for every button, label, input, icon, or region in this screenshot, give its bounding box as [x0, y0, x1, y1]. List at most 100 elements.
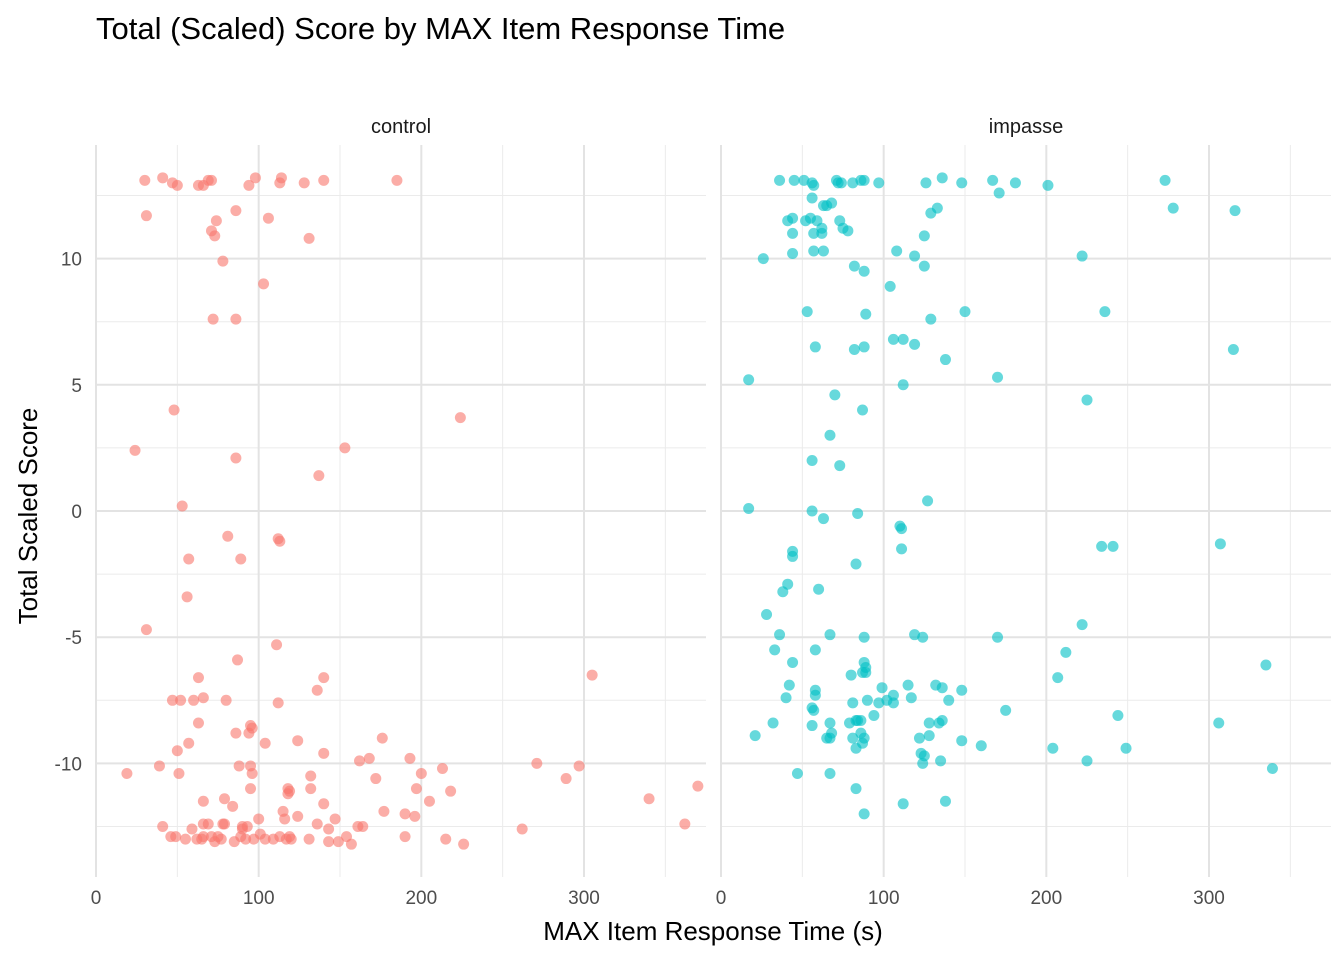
data-point	[956, 177, 968, 189]
data-point	[129, 444, 141, 456]
data-point	[168, 404, 180, 416]
data-point	[192, 672, 204, 684]
data-point	[896, 543, 908, 555]
data-point	[181, 591, 193, 603]
data-point	[887, 689, 899, 701]
data-point	[210, 215, 222, 227]
data-point	[586, 669, 598, 681]
data-point	[376, 732, 388, 744]
data-point	[824, 768, 836, 780]
x-tick-label: 300	[1193, 888, 1225, 909]
data-point	[935, 755, 947, 767]
data-point	[1076, 250, 1088, 262]
data-point	[173, 768, 185, 780]
data-point	[887, 333, 899, 345]
data-point	[808, 704, 820, 716]
data-point	[780, 692, 792, 704]
data-point	[209, 230, 221, 242]
data-point	[305, 770, 317, 782]
data-point	[774, 174, 786, 186]
data-point	[279, 813, 291, 825]
data-point	[230, 452, 242, 464]
data-point	[423, 795, 435, 807]
data-point	[573, 760, 585, 772]
facet-strip-label: control	[371, 116, 431, 138]
data-point	[275, 172, 287, 184]
data-point	[232, 654, 244, 666]
data-point	[391, 174, 403, 186]
data-point	[913, 732, 925, 744]
data-point	[918, 750, 930, 762]
data-point	[318, 672, 330, 684]
data-point	[249, 172, 261, 184]
data-point	[121, 768, 133, 780]
data-point	[936, 682, 948, 694]
data-point	[1052, 672, 1064, 684]
data-point	[774, 629, 786, 641]
data-point	[922, 495, 934, 507]
data-point	[166, 694, 178, 706]
facet-panel-impasse: impasse 0 100 200 300	[716, 116, 1331, 909]
data-point	[925, 207, 937, 219]
data-point	[345, 838, 357, 850]
data-point	[791, 768, 803, 780]
data-point	[788, 174, 800, 186]
data-point	[176, 500, 188, 512]
data-point	[217, 255, 229, 267]
data-point	[959, 306, 971, 318]
data-point	[1213, 717, 1225, 729]
data-point	[1214, 538, 1226, 550]
data-point	[855, 715, 867, 727]
data-point	[323, 823, 335, 835]
data-point	[1096, 540, 1108, 552]
y-tick-label: -5	[65, 628, 82, 649]
data-point	[850, 558, 862, 570]
facet-panel-control: control 0 100 200 300 -10 -5 0 5 10	[55, 116, 706, 909]
data-point	[806, 720, 818, 732]
data-point	[1099, 306, 1111, 318]
data-point	[873, 177, 885, 189]
data-point	[318, 174, 330, 186]
data-point	[1266, 762, 1278, 774]
data-point	[993, 187, 1005, 199]
data-point	[1112, 709, 1124, 721]
data-point	[202, 818, 214, 830]
data-point	[318, 747, 330, 759]
data-point	[847, 697, 859, 709]
data-point	[399, 831, 411, 843]
data-point	[992, 371, 1004, 383]
data-point	[271, 639, 283, 651]
data-point	[207, 313, 219, 325]
data-point	[303, 232, 315, 244]
data-point	[245, 783, 257, 795]
data-point	[1009, 177, 1021, 189]
data-point	[920, 177, 932, 189]
data-point	[679, 818, 691, 830]
data-point	[826, 727, 838, 739]
data-point	[531, 757, 543, 769]
data-point	[692, 780, 704, 792]
data-point	[192, 717, 204, 729]
data-point	[761, 608, 773, 620]
data-point	[743, 374, 755, 386]
data-point	[197, 831, 209, 843]
data-point	[1229, 205, 1241, 217]
data-point	[848, 343, 860, 355]
data-point	[253, 813, 265, 825]
data-point	[857, 667, 869, 679]
data-point	[357, 821, 369, 833]
data-point	[835, 177, 847, 189]
data-point	[259, 737, 271, 749]
data-point	[905, 692, 917, 704]
data-point	[826, 197, 838, 209]
data-point	[860, 308, 872, 320]
data-point	[1167, 202, 1179, 214]
data-point	[235, 553, 247, 565]
data-point	[806, 455, 818, 467]
data-point	[923, 730, 935, 742]
data-point	[1060, 646, 1072, 658]
data-point	[205, 174, 217, 186]
data-point	[171, 745, 183, 757]
data-point	[445, 785, 457, 797]
y-tick-label: 0	[71, 502, 82, 523]
